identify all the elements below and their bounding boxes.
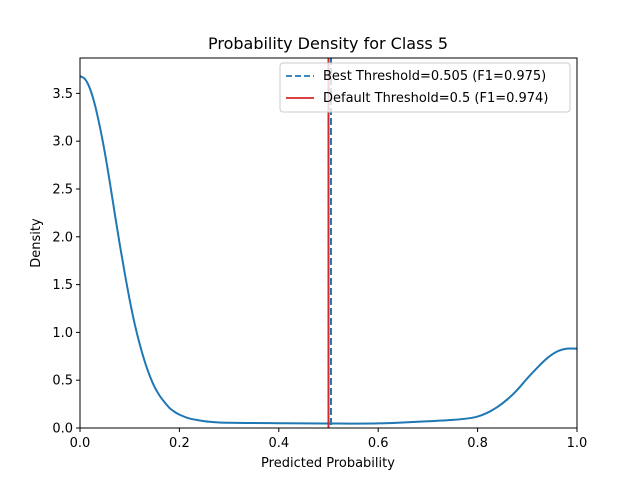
x-tick-label: 1.0 [567,436,588,451]
axis-ticks: 0.0 0.2 0.4 0.6 0.8 1.0 0.0 0.5 1.0 1.5 2.0 2.5 3.0 3… [52,87,587,451]
axes-frame [79,57,578,429]
x-tick-label: 0.4 [268,436,289,451]
y-tick-label: 3.0 [52,135,73,150]
density-curve [80,75,577,425]
y-tick-label: 2.0 [52,230,73,245]
legend-label-default-threshold: Default Threshold=0.5 (F1=0.974) [323,91,548,106]
plot-area [80,58,577,428]
y-tick-label: 0.0 [52,422,73,437]
y-tick-label: 1.0 [52,326,73,341]
y-tick-label: 0.5 [52,374,73,389]
legend-label-best-threshold: Best Threshold=0.505 (F1=0.975) [323,69,546,84]
chart-title: Probability Density for Class 5 [208,34,448,53]
x-tick-label: 0.0 [70,436,91,451]
x-axis-label: Predicted Probability [261,456,395,471]
y-tick-label: 2.5 [52,182,73,197]
y-tick-label: 1.5 [52,278,73,293]
y-tick-label: 3.5 [52,87,73,102]
x-tick-label: 0.8 [467,436,488,451]
x-tick-label: 0.6 [368,436,389,451]
legend: Best Threshold=0.505 (F1=0.975) Default … [279,62,571,113]
legend-box [279,62,571,113]
y-axis-label: Density [29,218,44,268]
x-tick-label: 0.2 [169,436,190,451]
